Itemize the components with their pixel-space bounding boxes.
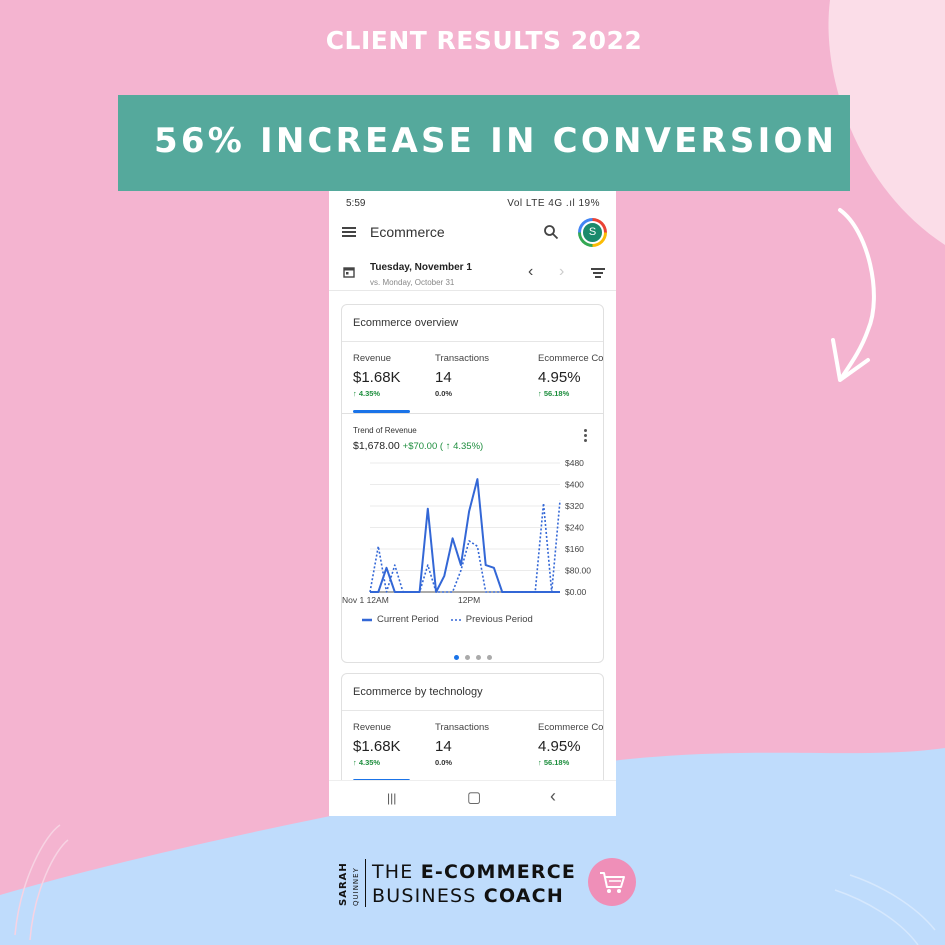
carousel-dot[interactable]	[475, 655, 481, 660]
metric-label: Transactions	[435, 353, 490, 364]
app-bar: Ecommerce S	[329, 215, 616, 251]
avatar[interactable]: S	[578, 218, 607, 247]
brand-line-1-bold: E-COMMERCE	[420, 861, 577, 883]
metric-conversion-rate[interactable]: Ecommerce Co 4.95% ↑ 56.18%	[538, 722, 603, 767]
metric-delta: ↑ 4.35%	[353, 389, 381, 398]
selected-date: Tuesday, November 1	[370, 262, 472, 273]
trend-total: $1,678.00	[353, 440, 400, 452]
trend-value: $1,678.00 +$70.00 ( ↑ 4.35%)	[353, 440, 483, 452]
metric-delta: 0.0%	[435, 389, 453, 398]
logo-divider	[365, 859, 366, 907]
carousel-dots[interactable]	[342, 647, 603, 662]
brand-last-name: QUINNEY	[352, 867, 360, 906]
metric-delta: ↑ 56.18%	[538, 389, 570, 398]
back-button[interactable]: ‹	[550, 786, 556, 806]
hamburger-menu-icon[interactable]	[342, 227, 356, 237]
status-icons: Vol LTE 4G .ıl 19%	[507, 198, 600, 209]
metric-value: 14	[435, 369, 452, 386]
y-tick-label: $320	[565, 501, 584, 511]
filter-icon[interactable]	[591, 268, 605, 278]
brand-line-2-bold: COACH	[483, 885, 564, 907]
carousel-dot[interactable]	[453, 655, 459, 660]
legend-dotted-swatch	[450, 618, 461, 621]
x-tick-label: Nov 1 12AM	[342, 595, 389, 605]
phone-screenshot: 5:59 Vol LTE 4G .ıl 19% Ecommerce S Tues…	[329, 191, 616, 816]
avatar-letter: S	[581, 221, 604, 244]
status-bar: 5:59 Vol LTE 4G .ıl 19%	[329, 191, 616, 215]
home-button[interactable]: ▢	[467, 789, 482, 806]
recents-button[interactable]: |||	[387, 791, 397, 805]
metric-conversion-rate[interactable]: Ecommerce Co 4.95% ↑ 56.18%	[538, 353, 603, 398]
brand-line-1: THE E-COMMERCE	[372, 861, 576, 883]
metric-delta: ↑ 56.18%	[538, 758, 570, 767]
metric-revenue[interactable]: Revenue $1.68K ↑ 4.35%	[353, 353, 401, 398]
legend-label: Previous Period	[465, 614, 533, 625]
card-title: Ecommerce overview	[353, 317, 459, 329]
ecommerce-overview-card: Ecommerce overview Revenue $1.68K ↑ 4.35…	[341, 304, 604, 663]
metric-label: Revenue	[353, 722, 392, 733]
status-time: 5:59	[346, 198, 366, 209]
metric-value: $1.68K	[353, 738, 401, 755]
chevron-right-icon[interactable]: ›	[559, 263, 565, 280]
search-icon[interactable]	[543, 224, 559, 240]
carousel-dot[interactable]	[464, 655, 470, 660]
metric-delta: 0.0%	[435, 758, 453, 767]
shopping-cart-icon	[600, 872, 625, 893]
metric-label: Transactions	[435, 722, 490, 733]
y-tick-label: $480	[565, 458, 584, 468]
series-line-current	[370, 478, 560, 593]
brand-line-2: BUSINESS COACH	[372, 885, 564, 907]
divider	[342, 341, 603, 342]
metric-value: 4.95%	[538, 738, 581, 755]
y-tick-label: $400	[565, 480, 584, 490]
metric-transactions[interactable]: Transactions 14 0.0%	[435, 722, 489, 767]
carousel-dot[interactable]	[486, 655, 492, 660]
trend-delta: +$70.00 ( ↑ 4.35%)	[402, 441, 484, 452]
brand-line-2-light: BUSINESS	[372, 885, 484, 907]
legend-previous: Previous Period	[450, 614, 533, 625]
revenue-trend-chart: $480 $400 $320 $240 $160 $80.00 $0.00 Nov 1 12A…	[342, 458, 591, 605]
y-tick-label: $0.00	[565, 587, 587, 597]
brand-line-1-light: THE	[372, 861, 421, 883]
y-tick-label: $160	[565, 544, 584, 554]
metric-value: 14	[435, 738, 452, 755]
app-title: Ecommerce	[370, 224, 445, 240]
brand-first-name: SARAH	[338, 862, 349, 906]
metric-label: Ecommerce Co	[538, 722, 604, 733]
headline-text: 56% INCREASE IN CONVERSION	[154, 121, 838, 161]
chevron-left-icon[interactable]: ‹	[528, 263, 534, 280]
metric-delta: ↑ 4.35%	[353, 758, 381, 767]
brand-logo: SARAH QUINNEY THE E-COMMERCE BUSINESS CO…	[338, 856, 648, 914]
metric-value: 4.95%	[538, 369, 581, 386]
legend-label: Current Period	[377, 614, 439, 625]
y-tick-label: $240	[565, 523, 584, 533]
metric-label: Revenue	[353, 353, 392, 364]
more-options-icon[interactable]	[584, 429, 588, 443]
client-results-subtitle: CLIENT RESULTS 2022	[325, 26, 643, 55]
legend-current: Current Period	[362, 614, 439, 625]
divider	[342, 413, 603, 414]
date-range-bar[interactable]: Tuesday, November 1 vs. Monday, October …	[329, 255, 616, 291]
series-line-previous	[369, 500, 561, 593]
legend-solid-swatch	[362, 618, 372, 621]
chart-legend: Current Period Previous Period	[362, 614, 533, 625]
metric-value: $1.68K	[353, 369, 401, 386]
metric-revenue[interactable]: Revenue $1.68K ↑ 4.35%	[353, 722, 401, 767]
headline-banner: 56% INCREASE IN CONVERSION	[118, 95, 850, 191]
calendar-icon	[343, 267, 355, 278]
cart-badge	[588, 858, 636, 906]
android-nav-bar: ||| ▢ ‹	[329, 780, 616, 816]
y-tick-label: $80.00	[565, 566, 591, 576]
trend-title: Trend of Revenue	[353, 426, 417, 435]
curved-arrow-icon	[831, 208, 876, 382]
comparison-date: vs. Monday, October 31	[370, 278, 455, 287]
x-tick-label: 12PM	[458, 595, 480, 605]
divider	[342, 710, 603, 711]
metric-label: Ecommerce Co	[538, 353, 604, 364]
active-metric-indicator	[353, 410, 410, 413]
metric-transactions[interactable]: Transactions 14 0.0%	[435, 353, 489, 398]
card-title: Ecommerce by technology	[353, 686, 483, 698]
